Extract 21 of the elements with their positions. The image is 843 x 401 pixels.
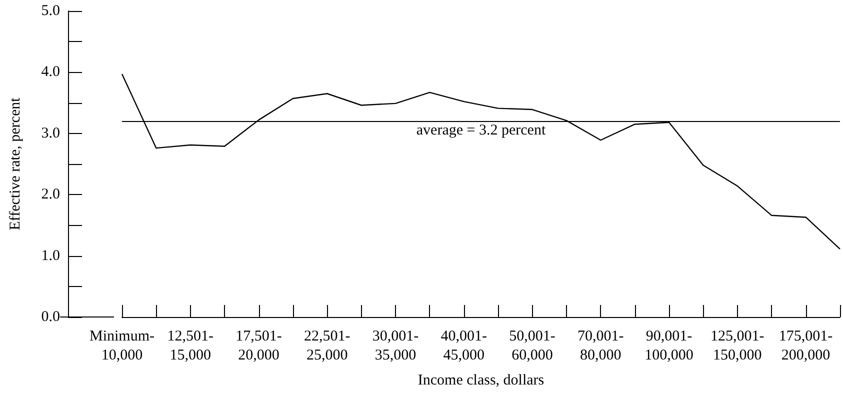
y-axis-title: Effective rate, percent <box>8 96 24 230</box>
x-tick-label: 30,001-35,000 <box>372 328 419 364</box>
y-tick-label: 0.0 <box>41 309 60 325</box>
x-tick-label: 70,001-80,000 <box>578 328 624 364</box>
x-tick-label: 40,001-45,000 <box>440 328 488 364</box>
x-tick-label: 17,501-20,000 <box>236 328 282 364</box>
x-tick-label: Minimum-10,000 <box>89 328 155 364</box>
x-tick-label: 22,501-25,000 <box>304 328 350 364</box>
x-tick-label: 12,501-15,000 <box>167 328 214 364</box>
y-tick-label: 3.0 <box>41 125 60 142</box>
y-tick-label: 1.0 <box>41 248 60 264</box>
y-tick-label: 5.0 <box>41 3 60 19</box>
x-tick-label: 90,001-100,000 <box>644 328 694 364</box>
ref-line-label: average = 3.2 percent <box>416 122 546 139</box>
y-tick-label: 2.0 <box>41 186 60 203</box>
x-tick-label: 125,001-150,000 <box>710 328 764 364</box>
x-tick-label: 175,001-200,000 <box>778 328 833 364</box>
y-tick-label: 4.0 <box>41 64 60 80</box>
line-series <box>121 73 841 250</box>
x-tick-label: 50,001-60,000 <box>509 328 556 364</box>
x-axis-title: Income class, dollars <box>418 372 544 388</box>
